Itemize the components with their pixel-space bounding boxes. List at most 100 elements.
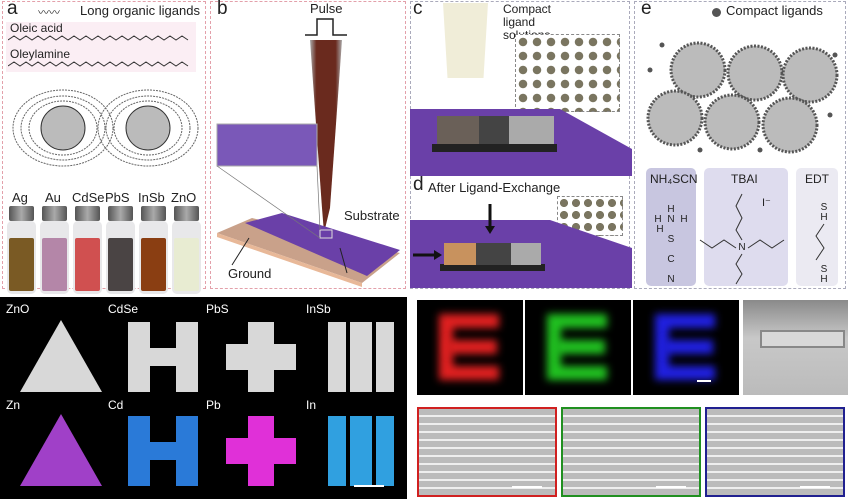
chem-label-tbai: TBAI <box>731 172 758 186</box>
vial-cap <box>141 206 166 221</box>
device-c <box>410 109 632 176</box>
solution-beaker <box>443 3 488 78</box>
svg-text:N: N <box>738 242 745 253</box>
optical-structure <box>760 330 845 348</box>
vial-solution <box>141 238 166 291</box>
scale-bar <box>656 486 686 488</box>
nozzle-and-substrate <box>216 40 400 287</box>
sem-image <box>561 407 701 497</box>
panel-e <box>634 1 846 289</box>
color-channel-image <box>417 300 523 395</box>
legend-long-ligands: Long organic ligands <box>80 3 200 18</box>
chem-label-edt: EDT <box>805 172 829 186</box>
map-shape-h <box>128 416 198 486</box>
vial-label: ZnO <box>171 190 197 205</box>
svg-text:N: N <box>667 274 674 285</box>
panel-a <box>2 1 206 289</box>
vial-label: Ag <box>12 190 28 205</box>
chem-box-nh4scn <box>646 168 696 286</box>
vial-ag <box>7 206 36 294</box>
vial-au <box>40 206 69 294</box>
svg-text:S: S <box>821 264 828 275</box>
ground-label: Ground <box>228 266 272 281</box>
vial-zno <box>172 206 201 294</box>
map-shape-plus <box>226 416 296 486</box>
chem-label-nh4scn: NH₄SCN <box>650 172 698 186</box>
pulse-waveform-icon <box>305 18 347 36</box>
color-channel-image <box>633 300 739 395</box>
svg-text:H: H <box>680 214 687 225</box>
vial-solution <box>174 238 199 291</box>
map-shape-h <box>128 322 198 392</box>
vial-cap <box>108 206 133 221</box>
material-label: PbS <box>206 302 229 316</box>
panel-e-label: e <box>641 0 652 19</box>
vial-cdse <box>73 206 102 294</box>
vial-cap <box>42 206 67 221</box>
map-shape-bars <box>328 416 394 486</box>
vial-solution <box>42 238 67 291</box>
svg-text:H: H <box>656 224 663 235</box>
scale-bar <box>697 380 711 382</box>
svg-text:H: H <box>667 204 674 215</box>
letter-e-bar <box>663 340 713 354</box>
svg-text:H: H <box>654 214 661 225</box>
vial-solution <box>9 238 34 291</box>
oleic-acid-label: Oleic acid <box>10 21 63 35</box>
vial-label: Au <box>45 190 61 205</box>
map-shape-bars <box>328 322 394 392</box>
sem-image <box>417 407 557 497</box>
vial-insb <box>139 206 168 294</box>
vial-label: InSb <box>138 190 165 205</box>
color-channel-image <box>525 300 631 395</box>
iodide-label: I⁻ <box>762 197 771 209</box>
panel-b-label: b <box>217 0 228 19</box>
letter-e-bar <box>447 340 497 354</box>
vial-cap <box>174 206 199 221</box>
panel-d-label: d <box>413 174 424 195</box>
sem-image <box>705 407 845 497</box>
element-label: In <box>306 398 317 412</box>
svg-text:H: H <box>820 274 827 285</box>
ligand-chains <box>8 35 189 67</box>
panel-c-label: c <box>413 0 423 19</box>
map-shape-tri <box>20 320 102 392</box>
svg-text:S: S <box>668 234 675 245</box>
element-label: Pb <box>206 398 221 412</box>
svg-text:H: H <box>820 212 827 223</box>
wavy-ligand-icon: 〰〰 <box>38 7 60 19</box>
chem-box-edt <box>796 168 838 286</box>
pulse-label: Pulse <box>310 1 343 16</box>
scale-bar <box>512 486 542 488</box>
oleylamine-label: Oleylamine <box>10 47 71 61</box>
after-ligand-exchange-label: After Ligand-Exchange <box>428 180 561 195</box>
nanocrystal-film-inset-c <box>515 34 620 112</box>
vial-pbs <box>106 206 135 294</box>
letter-e-shape <box>655 314 715 380</box>
material-label: InSb <box>306 302 331 316</box>
map-shape-plus <box>226 322 296 392</box>
device-d <box>410 204 632 288</box>
element-label: Cd <box>108 398 124 412</box>
chem-box-tbai <box>704 168 788 286</box>
vial-label: PbS <box>105 190 130 205</box>
legend-compact-ligands: Compact ligands <box>726 3 823 18</box>
panel-b <box>210 1 406 289</box>
scale-bar <box>800 486 830 488</box>
letter-e-bar <box>555 340 605 354</box>
panel-a-label: a <box>7 0 18 19</box>
vial-solution <box>75 238 100 291</box>
map-shape-tri <box>20 414 102 486</box>
svg-text:N: N <box>667 214 674 225</box>
vial-cap <box>75 206 100 221</box>
element-label: Zn <box>6 398 21 412</box>
compact-ligand-dot-icon <box>712 8 721 17</box>
vial-cap <box>9 206 34 221</box>
compact-ligand-nanocrystals <box>646 41 839 154</box>
letter-e-shape <box>547 314 607 380</box>
nanocrystals-with-ligands <box>12 89 199 167</box>
vial-label: CdSe <box>72 190 105 205</box>
scale-bar <box>354 485 384 487</box>
svg-text:C: C <box>667 254 674 265</box>
